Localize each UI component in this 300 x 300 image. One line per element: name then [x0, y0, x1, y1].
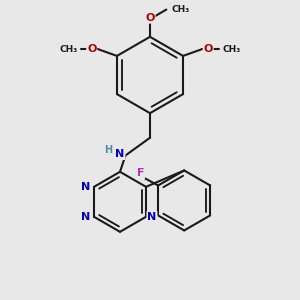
Text: N: N: [81, 212, 90, 222]
Text: CH₃: CH₃: [223, 45, 241, 54]
Text: CH₃: CH₃: [59, 45, 77, 54]
Text: N: N: [116, 149, 124, 159]
Text: H: H: [104, 145, 112, 155]
Text: N: N: [81, 182, 90, 192]
Text: CH₃: CH₃: [172, 5, 190, 14]
Text: O: O: [87, 44, 97, 54]
Text: F: F: [137, 168, 144, 178]
Text: N: N: [147, 212, 157, 222]
Text: O: O: [145, 13, 155, 23]
Text: O: O: [203, 44, 213, 54]
